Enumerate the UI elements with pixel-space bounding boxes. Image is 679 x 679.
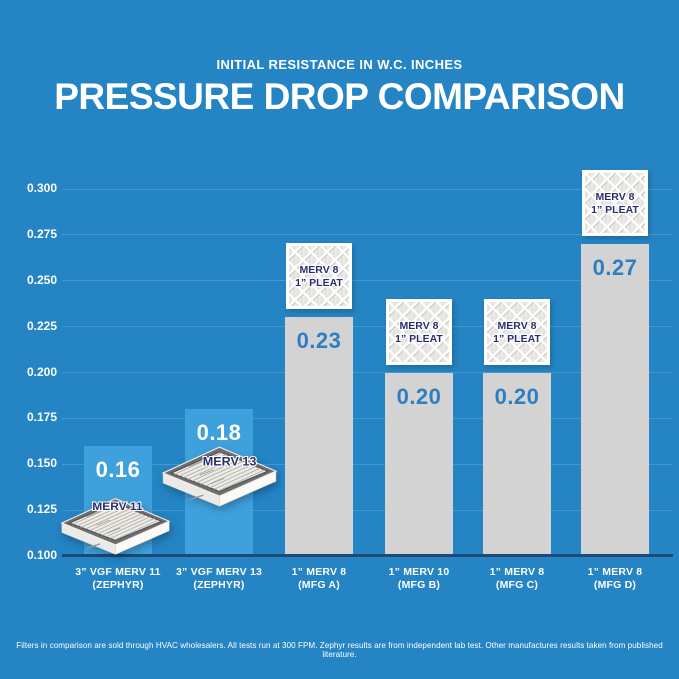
x-axis-category-label: 1” MERV 10 (MFG B) bbox=[359, 566, 479, 592]
filter-badge: MERV 8 1” PLEAT bbox=[484, 298, 550, 365]
footnote: Filters in comparison are sold through H… bbox=[16, 641, 663, 659]
bar-value-label: 0.16 bbox=[95, 456, 141, 482]
filter-front-image: MERV 8 1” PLEAT bbox=[286, 243, 352, 310]
bar-value-label: 0.27 bbox=[592, 255, 638, 281]
filter-label-line-1: MERV 8 bbox=[596, 191, 635, 203]
gridline bbox=[62, 326, 673, 328]
filter-label-line-1: MERV 8 bbox=[498, 320, 537, 332]
filter-3d-image: MERV 11 bbox=[60, 498, 171, 555]
bar-6 bbox=[581, 244, 649, 556]
x-axis-category-label: 1” MERV 8 (MFG D) bbox=[555, 566, 675, 592]
chart-subtitle: INITIAL RESISTANCE IN W.C. INCHES bbox=[216, 57, 463, 72]
gridline bbox=[62, 417, 673, 419]
filter-label-line-2: 1” PLEAT bbox=[395, 333, 443, 345]
category-line-1: 1” MERV 8 bbox=[291, 566, 347, 578]
y-axis-tick-label: 0.275 bbox=[26, 226, 57, 241]
category-line-2: (ZEPHYR) bbox=[92, 579, 144, 591]
x-axis-line bbox=[62, 554, 673, 557]
gridline bbox=[62, 463, 673, 465]
y-axis-tick-label: 0.225 bbox=[26, 318, 57, 333]
bar-5 bbox=[483, 372, 551, 556]
bar-4 bbox=[385, 372, 453, 556]
filter-badge: MERV 8 1” PLEAT bbox=[582, 170, 648, 237]
x-axis-category-label: 1” MERV 8 (MFG A) bbox=[259, 566, 379, 592]
bar-3 bbox=[285, 317, 353, 556]
filter-label-line-1: MERV 8 bbox=[400, 320, 439, 332]
filter-badge: MERV 8 1” PLEAT bbox=[286, 243, 352, 310]
gridline bbox=[62, 188, 673, 190]
filter-front-image: MERV 8 1” PLEAT bbox=[484, 298, 550, 365]
y-axis-tick-label: 0.300 bbox=[26, 181, 57, 195]
filter-label-line-2: 1” PLEAT bbox=[295, 277, 343, 289]
filter-front-image: MERV 8 1” PLEAT bbox=[582, 170, 648, 237]
filter-label: MERV 11 bbox=[92, 501, 143, 512]
filter-badge: MERV 11 bbox=[58, 489, 173, 557]
filter-label: MERV 13 bbox=[203, 455, 257, 468]
x-axis-category-label: 3” VGF MERV 11 (ZEPHYR) bbox=[58, 566, 178, 592]
gridline bbox=[62, 509, 673, 511]
category-line-1: 3” VGF MERV 11 bbox=[75, 566, 161, 578]
filter-label-line-1: MERV 8 bbox=[300, 264, 339, 276]
bar-value-label: 0.20 bbox=[494, 383, 540, 409]
y-axis-tick-label: 0.175 bbox=[26, 410, 57, 425]
x-axis-category-label: 3” VGF MERV 13 (ZEPHYR) bbox=[159, 566, 279, 592]
y-axis-tick-label: 0.250 bbox=[26, 272, 57, 287]
bar-value-label: 0.20 bbox=[396, 383, 442, 409]
filter-label-line-2: 1” PLEAT bbox=[591, 204, 639, 216]
filter-front-image: MERV 8 1” PLEAT bbox=[386, 298, 452, 365]
filter-label-line-2: 1” PLEAT bbox=[493, 333, 541, 345]
filter-badge: MERV 13 bbox=[159, 437, 280, 509]
category-line-1: 1” MERV 8 bbox=[489, 566, 545, 578]
category-line-2: (ZEPHYR) bbox=[193, 579, 245, 591]
y-axis-tick-label: 0.100 bbox=[26, 548, 57, 562]
filter-3d-image: MERV 13 bbox=[161, 446, 278, 507]
y-axis-tick-label: 0.200 bbox=[26, 364, 57, 379]
y-axis-tick-label: 0.125 bbox=[26, 502, 57, 517]
category-line-2: (MFG B) bbox=[397, 579, 441, 591]
category-line-2: (MFG C) bbox=[495, 579, 539, 591]
bar-value-label: 0.23 bbox=[296, 328, 342, 354]
category-line-1: 1” MERV 10 bbox=[388, 566, 450, 578]
x-axis-category-label: 1” MERV 8 (MFG C) bbox=[457, 566, 577, 592]
category-line-1: 1” MERV 8 bbox=[587, 566, 643, 578]
gridline bbox=[62, 280, 673, 282]
category-line-1: 3” VGF MERV 13 bbox=[175, 566, 263, 578]
y-axis-tick-label: 0.150 bbox=[26, 456, 57, 471]
filter-badge: MERV 8 1” PLEAT bbox=[386, 298, 452, 365]
gridline bbox=[62, 372, 673, 373]
category-line-2: (MFG D) bbox=[593, 579, 637, 591]
category-line-2: (MFG A) bbox=[298, 579, 340, 591]
bar-value-label: 0.18 bbox=[196, 420, 242, 446]
chart-title: PRESSURE DROP COMPARISON bbox=[54, 76, 625, 117]
gridline bbox=[62, 234, 673, 236]
